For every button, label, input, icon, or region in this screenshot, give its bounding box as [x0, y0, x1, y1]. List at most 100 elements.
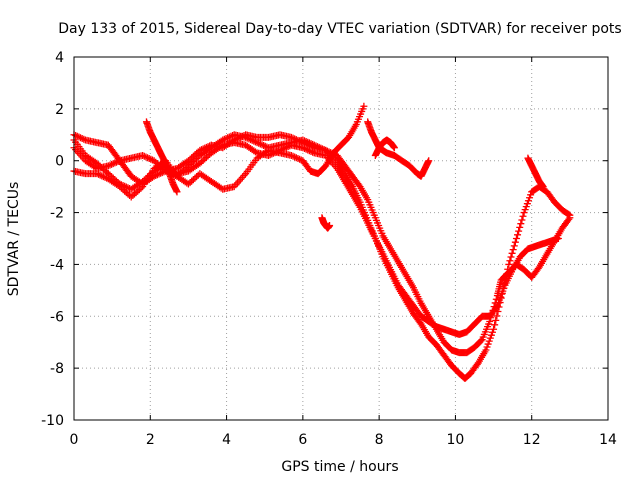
data-point: [108, 160, 116, 168]
series-arc-2: [70, 136, 562, 338]
data-point: [196, 146, 204, 154]
data-point: [477, 337, 485, 345]
data-point: [507, 253, 515, 261]
series-arc-9: [524, 154, 547, 191]
data-point: [78, 134, 86, 142]
x-tick-label: 10: [447, 432, 465, 448]
data-point: [565, 215, 573, 223]
data-point: [73, 132, 81, 140]
y-tick-label: -8: [50, 361, 64, 377]
data-point: [147, 155, 155, 163]
data-point: [291, 153, 299, 161]
data-point: [77, 134, 85, 142]
x-tick-label: 2: [146, 432, 155, 448]
y-tick-label: -2: [50, 206, 64, 222]
data-layer: [70, 102, 574, 383]
data-point: [287, 133, 295, 141]
data-point: [137, 184, 145, 192]
data-point: [509, 246, 517, 254]
y-tick-label: 4: [55, 50, 64, 66]
y-axis-label: SDTVAR / TECUs: [6, 182, 22, 297]
data-point: [289, 152, 297, 160]
data-point: [201, 144, 209, 152]
data-point: [96, 171, 104, 179]
data-point: [225, 133, 233, 141]
data-point: [296, 137, 304, 145]
data-point: [199, 145, 207, 153]
data-point: [512, 235, 520, 242]
data-point: [140, 152, 148, 160]
data-point: [109, 160, 117, 168]
data-point: [75, 133, 83, 141]
x-tick-label: 6: [298, 432, 307, 448]
data-point: [566, 214, 574, 222]
data-point: [519, 212, 527, 220]
data-point: [490, 325, 498, 333]
data-point: [491, 299, 499, 307]
chart-title: Day 133 of 2015, Sidereal Day-to-day VTE…: [58, 21, 621, 37]
data-point: [114, 157, 122, 165]
data-point: [511, 238, 519, 246]
data-point: [309, 143, 317, 151]
data-point: [261, 142, 269, 150]
data-point: [258, 141, 266, 149]
data-point: [283, 143, 291, 151]
data-point: [296, 155, 304, 163]
data-point: [304, 141, 312, 149]
data-point: [492, 295, 500, 303]
data-point: [326, 222, 334, 230]
data-point: [204, 143, 212, 151]
data-point: [323, 147, 331, 155]
data-point: [302, 140, 310, 148]
y-tick-label: 2: [55, 102, 64, 118]
y-tick-label: -6: [50, 309, 64, 325]
data-point: [515, 227, 523, 235]
data-point: [93, 170, 101, 178]
data-point: [238, 132, 246, 140]
series-arc-5: [142, 118, 181, 196]
data-point: [297, 138, 305, 146]
data-point: [486, 317, 494, 325]
data-point: [294, 136, 302, 144]
data-point: [489, 306, 497, 314]
data-point: [493, 312, 501, 320]
data-point: [518, 216, 526, 224]
data-point: [95, 170, 103, 178]
x-tick-label: 12: [523, 432, 541, 448]
x-tick-label: 8: [375, 432, 384, 448]
data-point: [516, 223, 524, 231]
data-point: [281, 144, 289, 152]
data-point: [289, 134, 297, 142]
data-point: [510, 242, 518, 250]
series-arc-4: [70, 102, 368, 201]
series-arc-6: [364, 118, 433, 180]
data-point: [491, 321, 499, 329]
data-point: [202, 143, 210, 151]
data-point: [292, 154, 300, 162]
data-point: [300, 139, 308, 147]
data-point: [256, 140, 264, 148]
data-point: [488, 310, 496, 318]
data-point: [322, 146, 330, 154]
data-point: [144, 154, 152, 162]
x-tick-label: 14: [599, 432, 617, 448]
ticks: 0 2 4 6 8 10 12 14 -10 -8 -6 -4 -2 0 2 4: [41, 50, 617, 448]
data-point: [508, 249, 516, 257]
series-arc-7: [371, 136, 398, 160]
data-point: [80, 135, 88, 143]
data-point: [145, 154, 153, 162]
data-point: [291, 135, 299, 143]
data-point: [292, 136, 300, 144]
data-point: [260, 142, 268, 150]
data-point: [237, 133, 245, 141]
data-point: [299, 139, 307, 147]
x-tick-label: 4: [222, 432, 231, 448]
data-point: [139, 152, 147, 160]
data-point: [505, 260, 513, 268]
x-axis-label: GPS time / hours: [281, 459, 398, 475]
grid: [74, 57, 608, 420]
data-point: [142, 153, 150, 161]
series-arc-3: [70, 131, 574, 357]
